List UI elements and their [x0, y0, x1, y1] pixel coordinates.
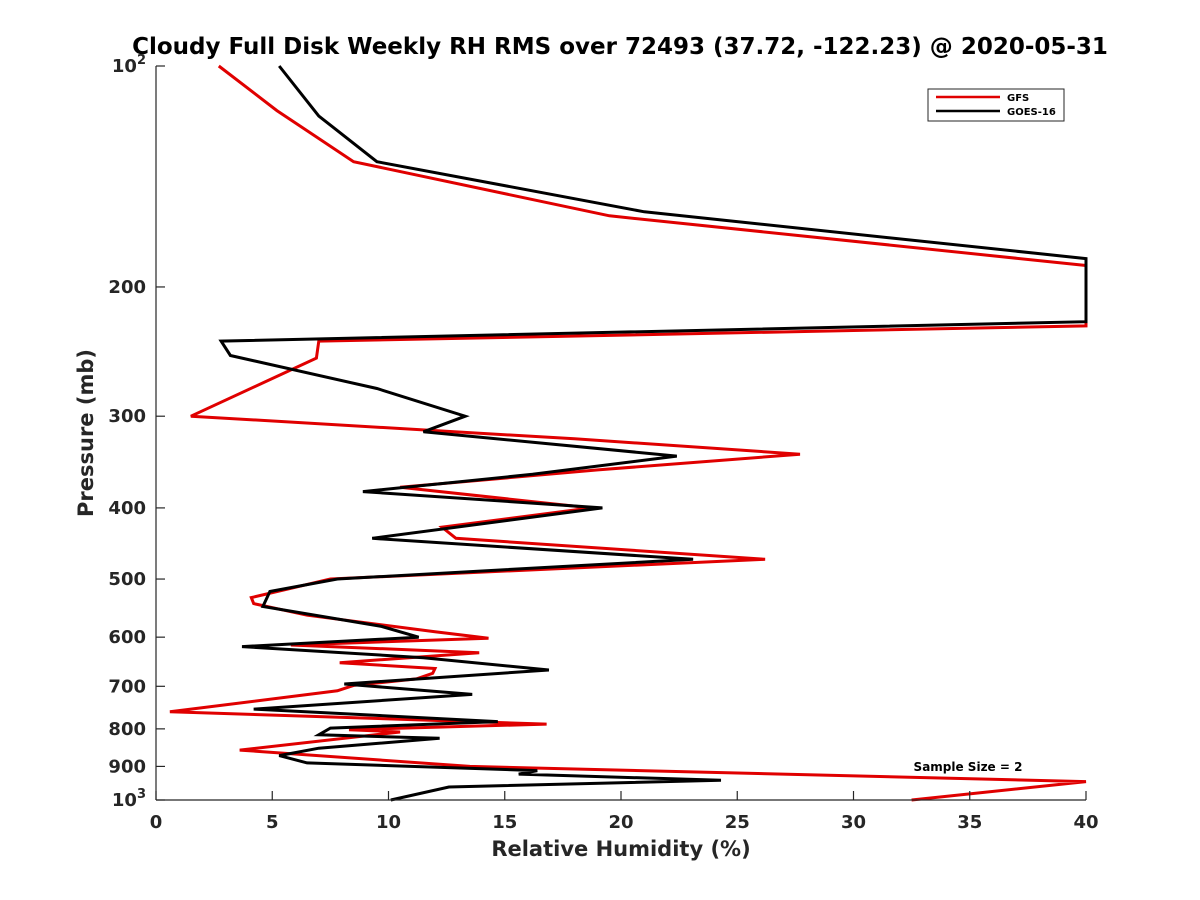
- x-axis-label: Relative Humidity (%): [491, 837, 750, 861]
- y-axis-label: Pressure (mb): [74, 349, 98, 517]
- y-tick-label: 500: [108, 569, 146, 590]
- legend-label: GFS: [1007, 93, 1029, 104]
- x-tick-label: 35: [957, 812, 982, 833]
- y-tick-label: 103: [112, 787, 146, 811]
- x-tick-label: 25: [725, 812, 750, 833]
- x-tick-label: 40: [1073, 812, 1098, 833]
- chart-title: Cloudy Full Disk Weekly RH RMS over 7249…: [132, 34, 1108, 60]
- x-ticks: 0 5 10 15 20 25 30 35 40: [150, 791, 1099, 833]
- series-line-goes-16: [218, 65, 1088, 802]
- legend: GFS GOES-16: [927, 88, 1065, 122]
- x-tick-label: 30: [841, 812, 866, 833]
- legend-box: [927, 88, 1065, 122]
- y-tick-label: 300: [108, 406, 146, 427]
- y-tick-label: 700: [108, 676, 146, 697]
- legend-label: GOES-16: [1007, 107, 1056, 118]
- y-ticks: 102 200 300 400 500 600 700 800 900 103: [108, 53, 165, 811]
- series-line-gfs: [169, 64, 1088, 802]
- y-tick-label: 600: [108, 627, 146, 648]
- y-tick-label: 900: [108, 756, 146, 777]
- series-layer: [169, 64, 1088, 802]
- x-tick-label: 20: [608, 812, 633, 833]
- y-tick-label: 800: [108, 719, 146, 740]
- x-tick-label: 0: [150, 812, 163, 833]
- x-tick-label: 5: [266, 812, 279, 833]
- y-tick-label: 102: [112, 53, 146, 77]
- y-tick-label: 200: [108, 277, 146, 298]
- x-tick-label: 15: [492, 812, 517, 833]
- x-tick-label: 10: [376, 812, 401, 833]
- sample-size-annotation: Sample Size = 2: [914, 760, 1023, 774]
- y-tick-label: 400: [108, 498, 146, 519]
- plot-area: 0 5 10 15 20 25 30 35 40 102 200 300 400 500 600 700 80…: [108, 53, 1098, 833]
